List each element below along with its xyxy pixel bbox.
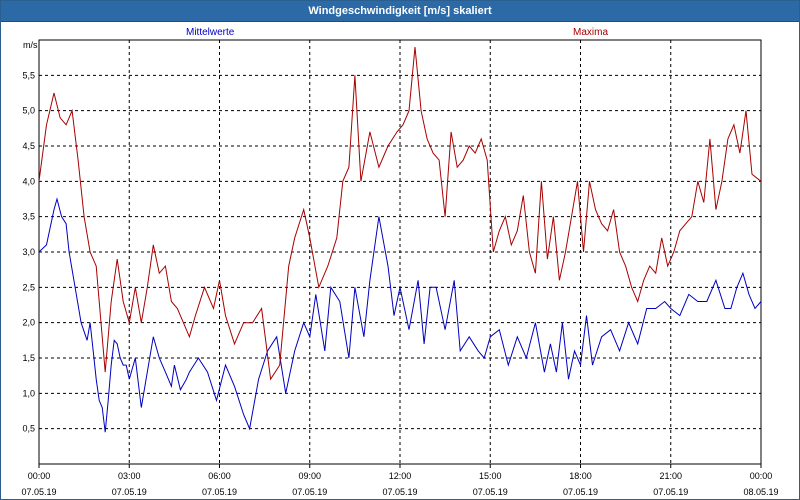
- y-tick-label: 2,5: [22, 282, 35, 292]
- y-tick-label: 3,0: [22, 247, 35, 257]
- x-tick-date: 07.05.19: [473, 487, 508, 497]
- x-tick-date: 07.05.19: [112, 487, 147, 497]
- x-tick-time: 18:00: [569, 471, 592, 481]
- x-tick-time: 09:00: [298, 471, 321, 481]
- x-tick-date: 07.05.19: [563, 487, 598, 497]
- y-tick-label: 4,0: [22, 176, 35, 186]
- series-layer: [38, 47, 762, 433]
- y-tick-label: 5,0: [22, 106, 35, 116]
- grid: [39, 40, 761, 464]
- max-series-line: [38, 47, 762, 381]
- window-title: Windgeschwindigkeit [m/s] skaliert: [1, 1, 799, 22]
- y-tick-label: 1,5: [22, 353, 35, 363]
- y-tick-label: 5,5: [22, 70, 35, 80]
- y-tick-label: 0,5: [22, 424, 35, 434]
- y-tick-label: 3,5: [22, 212, 35, 222]
- x-tick-date: 07.05.19: [382, 487, 417, 497]
- y-tick-label: 2,0: [22, 318, 35, 328]
- x-tick-time: 15:00: [479, 471, 502, 481]
- x-tick-date: 07.05.19: [292, 487, 327, 497]
- x-tick-date: 07.05.19: [653, 487, 688, 497]
- x-tick-time: 00:00: [28, 471, 51, 481]
- legend-max: Maxima: [573, 27, 608, 38]
- x-tick-time: 06:00: [208, 471, 231, 481]
- x-tick-time: 00:00: [750, 471, 773, 481]
- y-tick-label: 4,5: [22, 141, 35, 151]
- legend-mean: Mittelwerte: [186, 27, 235, 38]
- mean-series-line: [38, 197, 762, 433]
- x-tick-time: 21:00: [659, 471, 682, 481]
- y-axis-unit-label: m/s: [23, 40, 38, 50]
- x-tick-time: 12:00: [389, 471, 412, 481]
- x-tick-time: 03:00: [118, 471, 141, 481]
- x-tick-date: 08.05.19: [743, 487, 778, 497]
- x-tick-date: 07.05.19: [202, 487, 237, 497]
- wind-speed-chart: 0,5 1,0 1,5 2,0 2,5 3,0 3,5 4,0 4,5 5,0 5,5 00:00 07…: [21, 27, 778, 497]
- x-tick-date: 07.05.19: [21, 487, 56, 497]
- y-tick-label: 1,0: [22, 388, 35, 398]
